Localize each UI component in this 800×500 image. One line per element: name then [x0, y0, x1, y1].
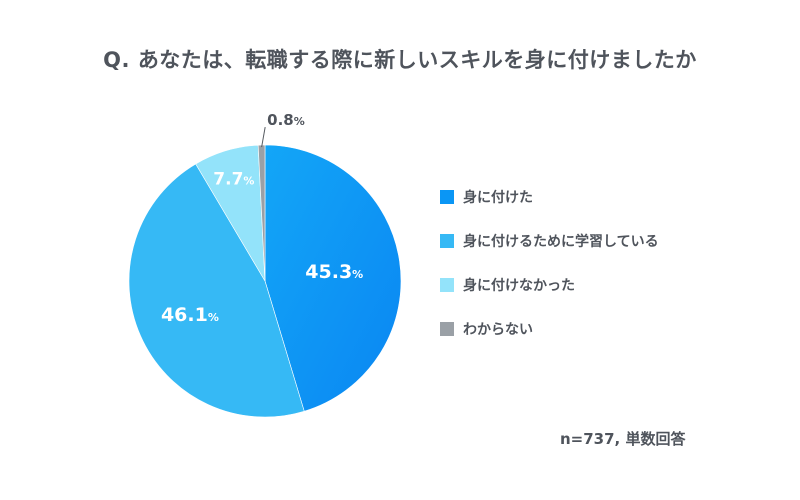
legend-swatch	[440, 322, 454, 336]
sample-note: n=737, 単数回答	[560, 430, 686, 448]
legend-item: 身に付けなかった	[440, 274, 659, 296]
slice-value-label: 46.1%	[161, 304, 219, 326]
legend-swatch	[440, 234, 454, 248]
legend: 身に付けた 身に付けるために学習している 身に付けなかった わからない	[440, 186, 659, 362]
leader-line	[261, 126, 266, 148]
legend-item: 身に付けるために学習している	[440, 230, 659, 252]
pie-slice	[128, 163, 305, 418]
legend-item: わからない	[440, 318, 659, 340]
legend-swatch	[440, 190, 454, 204]
slice-value-label: 0.8%	[267, 111, 305, 129]
legend-label: 身に付けるために学習している	[463, 234, 659, 250]
legend-label: 身に付けなかった	[463, 278, 575, 294]
legend-item: 身に付けた	[440, 186, 659, 208]
chart-title: Q. あなたは、転職する際に新しいスキルを身に付けましたか	[103, 48, 697, 72]
pie-slice	[264, 144, 402, 412]
legend-label: 身に付けた	[463, 190, 533, 206]
slice-value-label: 7.7%	[213, 170, 254, 190]
legend-swatch	[440, 278, 454, 292]
legend-label: わからない	[463, 322, 533, 338]
slice-value-label: 45.3%	[305, 261, 363, 283]
